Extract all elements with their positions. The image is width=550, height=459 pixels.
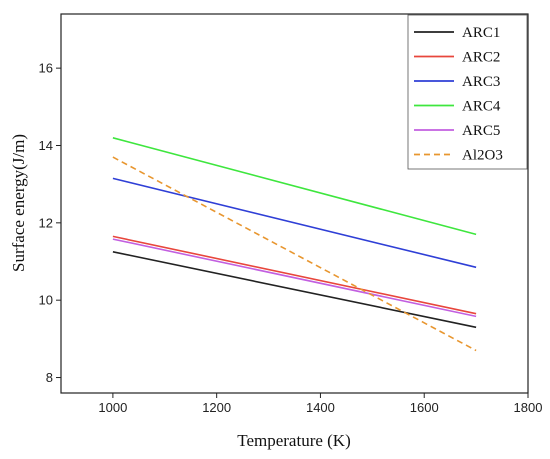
x-tick-label: 1600 [410,400,439,415]
series-line-arc1 [112,251,477,329]
plot-frame [60,13,529,394]
legend-label-arc4: ARC4 [462,99,501,115]
series-line-arc5 [112,238,477,318]
legend-label-arc5: ARC5 [462,123,500,139]
y-tick-label: 16 [39,61,53,76]
legend: ARC1 ARC2 ARC3 ARC4 ARC5 Al2O3 [407,14,528,170]
y-tick-label: 14 [39,138,53,153]
x-tick-label: 1000 [98,400,127,415]
y-tick-label: 12 [39,215,53,230]
y-axis-ticks: 8 10 12 14 16 [39,61,61,385]
legend-box [407,14,528,170]
series-line-al2o3 [112,156,477,352]
series-line-arc3 [112,177,477,269]
legend-label-al2o3: Al2O3 [462,148,503,164]
series-line-arc2 [112,235,477,315]
y-tick-label: 10 [39,293,53,308]
legend-label-arc2: ARC2 [462,50,500,66]
series-line-arc4 [112,137,477,236]
x-axis-label: Temperature (K) [237,431,351,450]
legend-label-arc3: ARC3 [462,74,500,90]
legend-label-arc1: ARC1 [462,25,500,41]
x-tick-label: 1800 [514,400,543,415]
x-axis-ticks: 1000 1200 1400 1600 1800 [98,393,542,415]
y-axis-label: Surface energy(J/m) [9,134,28,272]
x-tick-label: 1400 [306,400,335,415]
legend-items: ARC1 ARC2 ARC3 ARC4 ARC5 Al2O3 [414,25,503,164]
x-tick-label: 1200 [202,400,231,415]
series-lines [112,137,477,352]
y-tick-label: 8 [46,370,53,385]
